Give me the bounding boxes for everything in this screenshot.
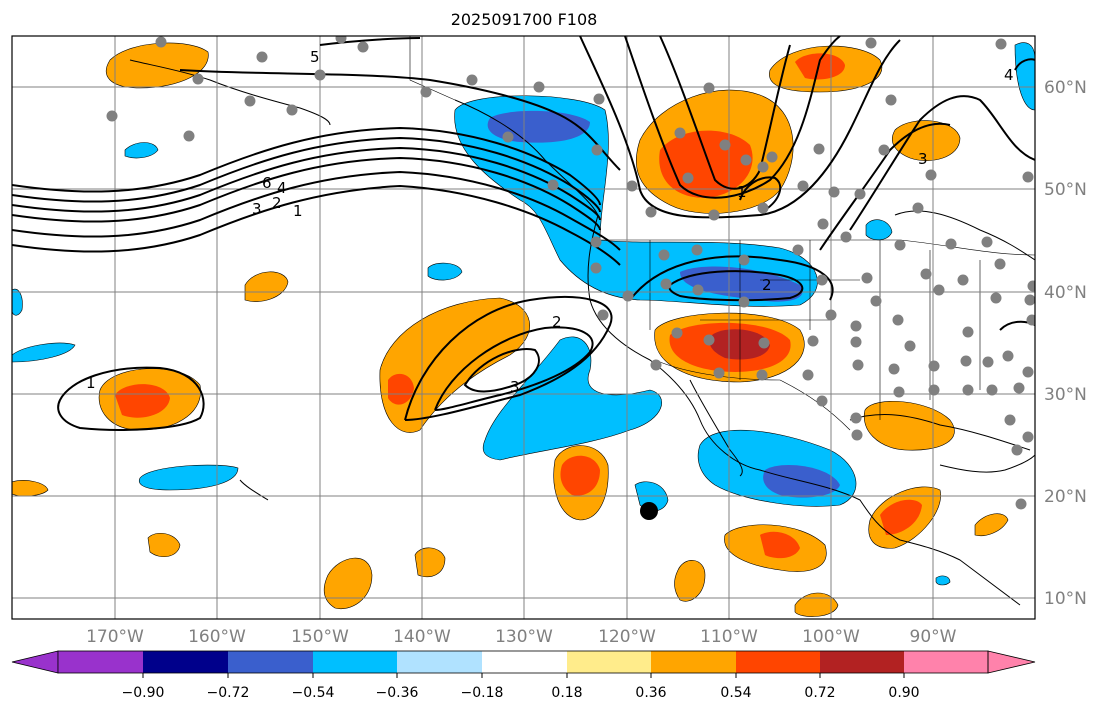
colorbar-tick-labels: −0.90 −0.72 −0.54 −0.36 −0.18 0.18 0.36 …	[122, 685, 920, 701]
lon-label: 150°W	[291, 627, 349, 647]
lat-label: 20°N	[1044, 487, 1087, 507]
lon-label: 110°W	[700, 627, 758, 647]
map-panel: 5 6 4 3 2 1 1 2 3 1 2 3 4	[11, 35, 1087, 647]
colorbar-tick-label: −0.72	[207, 685, 250, 701]
longitude-labels: 170°W 160°W 150°W 140°W 130°W 120°W 110°…	[86, 627, 957, 647]
lon-label: 120°W	[598, 627, 656, 647]
contour-label: 2	[552, 313, 562, 331]
colorbar-segment	[651, 651, 736, 673]
colorbar-tick-label: −0.90	[122, 685, 165, 701]
anomaly-shading	[12, 42, 1035, 617]
colorbar-segment	[228, 651, 313, 673]
negative-anomaly-region	[454, 95, 818, 307]
contour-label: 1	[86, 374, 96, 392]
negative-anomaly-region	[680, 266, 803, 302]
lon-label: 140°W	[393, 627, 451, 647]
positive-anomaly-region	[115, 384, 170, 418]
political-borders	[409, 36, 1035, 431]
colorbar: −0.90 −0.72 −0.54 −0.36 −0.18 0.18 0.36 …	[11, 650, 1036, 701]
colorbar-segment	[736, 651, 820, 673]
colorbar-segment	[904, 651, 988, 673]
colorbar-frame	[57, 650, 989, 674]
colorbar-tick-label: −0.36	[376, 685, 419, 701]
colorbar-tick-label: 0.90	[888, 685, 919, 701]
contour-label: 3	[510, 378, 520, 396]
colorbar-ticks	[142, 673, 905, 678]
positive-anomaly-region	[863, 401, 955, 451]
positive-anomaly-region	[880, 499, 922, 535]
station-markers	[106, 36, 1035, 510]
positive-anomaly-region	[891, 120, 961, 161]
lon-label: 130°W	[495, 627, 553, 647]
lon-label: 170°W	[86, 627, 144, 647]
storm-position-marker	[640, 502, 658, 520]
contour-lines	[12, 36, 1035, 431]
latitude-labels: 10°N 20°N 30°N 40°N 50°N 60°N	[1044, 78, 1087, 609]
lat-label: 50°N	[1044, 180, 1087, 200]
positive-anomaly-region	[795, 53, 845, 80]
colorbar-tick-label: 0.54	[720, 685, 751, 701]
contour-label: 2	[272, 194, 282, 212]
colorbar-tick-label: 0.36	[635, 685, 666, 701]
positive-anomaly-region	[105, 42, 209, 89]
contour-labels: 5 6 4 3 2 1 1 2 3 1 2 3 4	[86, 48, 1014, 396]
contour-label: 5	[310, 48, 320, 66]
contour-label: 1	[293, 202, 303, 220]
lon-label: 100°W	[802, 627, 860, 647]
contour-label: 4	[277, 179, 287, 197]
colorbar-segment	[58, 651, 143, 673]
colorbar-max-extension	[987, 650, 1036, 674]
positive-anomaly-region	[760, 531, 800, 559]
contour-label: 4	[1004, 66, 1014, 84]
colorbar-segment	[313, 651, 397, 673]
positive-anomaly-region	[560, 455, 600, 496]
contour-label: 3	[918, 150, 928, 168]
positive-anomaly-region	[323, 557, 373, 610]
lat-label: 10°N	[1044, 589, 1087, 609]
negative-anomaly-region	[427, 262, 463, 281]
contour-label: 2	[762, 276, 772, 294]
negative-anomaly-region	[138, 464, 239, 491]
contour-label: 6	[262, 174, 272, 192]
colorbar-segment	[820, 651, 904, 673]
negative-anomaly-region	[482, 336, 662, 461]
colorbar-segment	[482, 651, 567, 673]
colorbar-tick-label: 0.72	[804, 685, 835, 701]
colorbar-segment	[397, 651, 482, 673]
negative-anomaly-region	[124, 142, 159, 159]
lat-label: 60°N	[1044, 78, 1087, 98]
negative-anomaly-region	[865, 219, 893, 241]
negative-anomaly-region	[935, 575, 951, 586]
positive-anomaly-region	[674, 560, 706, 602]
lat-label: 30°N	[1044, 385, 1087, 405]
colorbar-tick-label: −0.54	[292, 685, 335, 701]
colorbar-min-extension	[11, 650, 59, 674]
contour-label: 3	[252, 200, 262, 218]
contour-label: 1	[737, 183, 747, 201]
negative-anomaly-region	[487, 110, 590, 143]
lon-label: 160°W	[188, 627, 246, 647]
positive-anomaly-region	[974, 513, 1009, 537]
colorbar-segment	[567, 651, 651, 673]
positive-anomaly-region	[388, 373, 414, 405]
negative-anomaly-region	[12, 342, 76, 363]
positive-anomaly-region	[147, 532, 181, 558]
figure-title: 2025091700 F108	[451, 10, 598, 29]
positive-anomaly-region	[379, 297, 530, 433]
negative-anomaly-region	[12, 288, 23, 316]
colorbar-tick-label: −0.18	[461, 685, 504, 701]
colorbar-segment	[143, 651, 228, 673]
lat-label: 40°N	[1044, 283, 1087, 303]
positive-anomaly-region	[794, 592, 839, 617]
positive-anomaly-region	[244, 271, 289, 302]
map-frame	[11, 35, 1036, 620]
lon-label: 90°W	[910, 627, 957, 647]
colorbar-tick-label: 0.18	[551, 685, 582, 701]
